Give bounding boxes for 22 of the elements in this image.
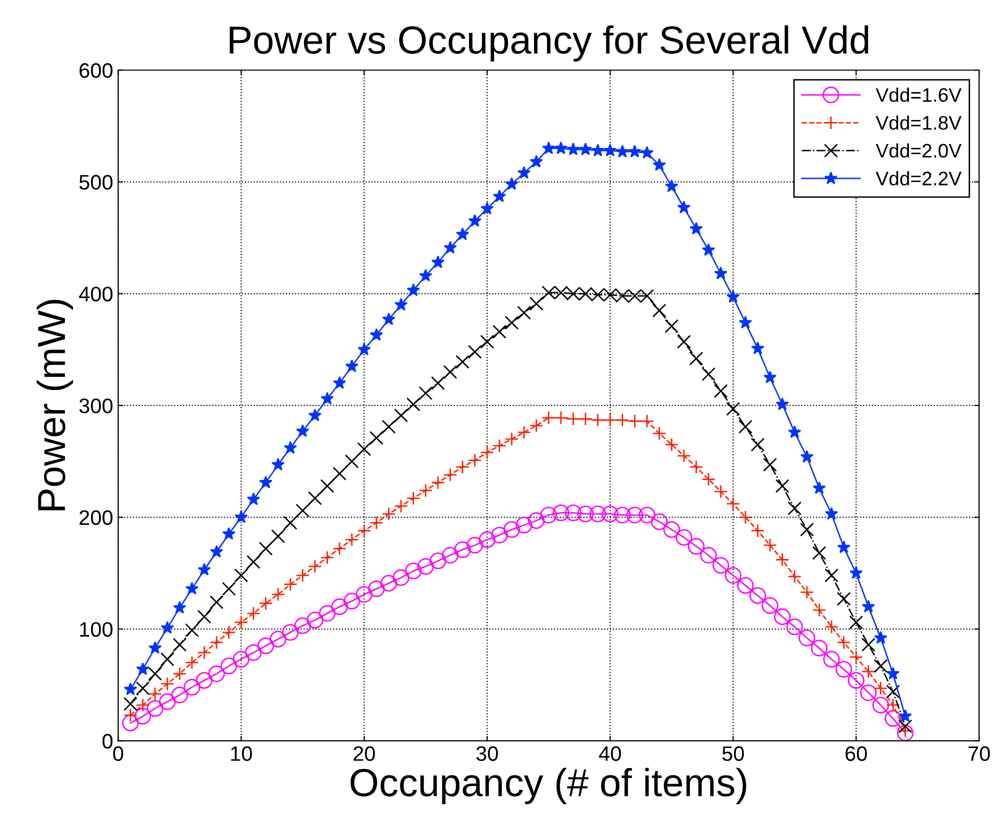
y-tick-label: 500 [79, 174, 112, 190]
y-tick-label: 200 [80, 510, 112, 526]
y-axis-title: Power (mW) [36, 300, 73, 510]
y-tick-label: 100 [80, 622, 112, 637]
chart-title: Power vs Occupancy for Several Vdd [230, 25, 868, 62]
x-tick-label: 20 [354, 746, 375, 762]
y-tick-label: 0 [102, 734, 112, 749]
legend-label: Vdd=2.0V [876, 143, 962, 158]
x-tick-label: 30 [476, 746, 498, 762]
x-tick-label: 0 [113, 746, 124, 762]
legend-label: Vdd=1.8V [876, 115, 962, 130]
x-tick-label: 60 [846, 746, 867, 762]
x-tick-label: 40 [599, 746, 621, 762]
x-axis-title: Occupancy (# of items) [350, 768, 746, 804]
y-tick-label: 300 [79, 398, 112, 414]
legend-label: Vdd=1.6V [876, 88, 962, 102]
y-tick-label: 600 [80, 63, 112, 78]
x-tick-label: 10 [231, 746, 252, 762]
x-tick-label: 50 [722, 746, 744, 762]
legend-label: Vdd=2.2V [876, 171, 962, 186]
y-tick-label: 400 [79, 286, 112, 302]
x-tick-label: 70 [968, 746, 990, 762]
